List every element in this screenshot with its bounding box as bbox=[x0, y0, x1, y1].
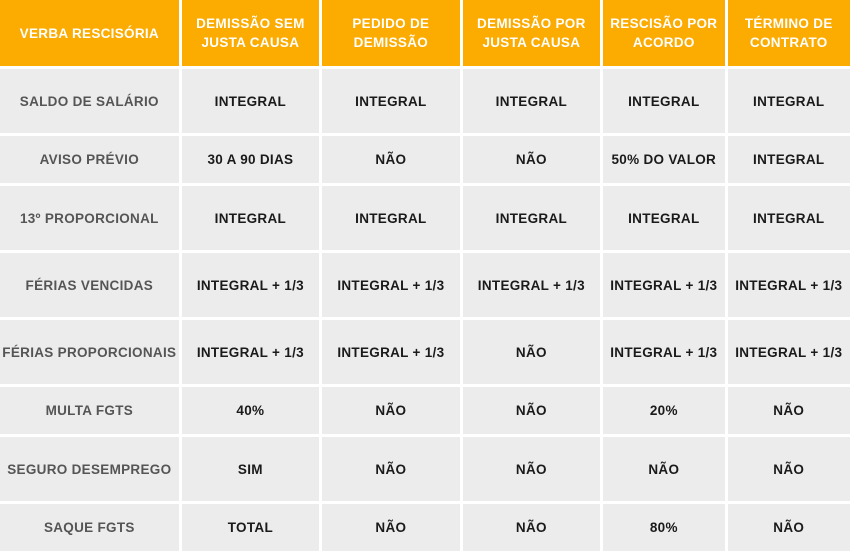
table-cell: NÃO bbox=[727, 504, 850, 551]
row-label: MULTA FGTS bbox=[0, 387, 179, 434]
header-demissao-sem-justa-causa: DEMISSÃO SEM JUSTA CAUSA bbox=[181, 0, 320, 66]
table-cell: INTEGRAL + 1/3 bbox=[727, 253, 850, 317]
table-cell: INTEGRAL + 1/3 bbox=[181, 253, 320, 317]
table-cell: INTEGRAL + 1/3 bbox=[322, 320, 460, 384]
table-cell: NÃO bbox=[462, 504, 601, 551]
table-cell: NÃO bbox=[462, 387, 601, 434]
table-cell: INTEGRAL bbox=[181, 186, 320, 250]
table-cell: NÃO bbox=[322, 504, 460, 551]
header-demissao-por-justa-causa: DEMISSÃO POR JUSTA CAUSA bbox=[462, 0, 601, 66]
table-cell: INTEGRAL + 1/3 bbox=[603, 320, 725, 384]
header-verba-rescisoria: VERBA RESCISÓRIA bbox=[0, 0, 179, 66]
table-cell: NÃO bbox=[462, 320, 601, 384]
table-cell: INTEGRAL + 1/3 bbox=[181, 320, 320, 384]
row-label: FÉRIAS PROPORCIONAIS bbox=[0, 320, 179, 384]
table-cell: INTEGRAL bbox=[603, 186, 725, 250]
table-cell: INTEGRAL + 1/3 bbox=[322, 253, 460, 317]
table-cell: INTEGRAL bbox=[462, 69, 601, 133]
table-cell: 40% bbox=[181, 387, 320, 434]
table-row: SALDO DE SALÁRIO INTEGRAL INTEGRAL INTEG… bbox=[0, 69, 850, 133]
header-termino-de-contrato: TÉRMINO DE CONTRATO bbox=[727, 0, 850, 66]
table-row: AVISO PRÉVIO 30 A 90 DIAS NÃO NÃO 50% DO… bbox=[0, 136, 850, 183]
table-cell: INTEGRAL bbox=[727, 186, 850, 250]
table-cell: INTEGRAL bbox=[462, 186, 601, 250]
table-row: SAQUE FGTS TOTAL NÃO NÃO 80% NÃO bbox=[0, 504, 850, 551]
table-cell: TOTAL bbox=[181, 504, 320, 551]
table-cell: INTEGRAL bbox=[603, 69, 725, 133]
table-cell: INTEGRAL bbox=[322, 186, 460, 250]
table-cell: SIM bbox=[181, 437, 320, 501]
row-label: SAQUE FGTS bbox=[0, 504, 179, 551]
row-label: SALDO DE SALÁRIO bbox=[0, 69, 179, 133]
table-header-row: VERBA RESCISÓRIA DEMISSÃO SEM JUSTA CAUS… bbox=[0, 0, 850, 66]
header-rescisao-por-acordo: RESCISÃO POR ACORDO bbox=[603, 0, 725, 66]
table-cell: INTEGRAL bbox=[322, 69, 460, 133]
row-label: FÉRIAS VENCIDAS bbox=[0, 253, 179, 317]
table-row: 13º PROPORCIONAL INTEGRAL INTEGRAL INTEG… bbox=[0, 186, 850, 250]
table-cell: INTEGRAL bbox=[727, 136, 850, 183]
table-row: FÉRIAS PROPORCIONAIS INTEGRAL + 1/3 INTE… bbox=[0, 320, 850, 384]
table-cell: INTEGRAL + 1/3 bbox=[727, 320, 850, 384]
table-cell: 20% bbox=[603, 387, 725, 434]
table-cell: 50% DO VALOR bbox=[603, 136, 725, 183]
table-cell: NÃO bbox=[322, 136, 460, 183]
table-cell: NÃO bbox=[462, 437, 601, 501]
table-cell: INTEGRAL + 1/3 bbox=[603, 253, 725, 317]
table-cell: 80% bbox=[603, 504, 725, 551]
table-cell: NÃO bbox=[727, 387, 850, 434]
table-cell: NÃO bbox=[462, 136, 601, 183]
table-cell: INTEGRAL + 1/3 bbox=[462, 253, 601, 317]
table-cell: NÃO bbox=[603, 437, 725, 501]
table-cell: INTEGRAL bbox=[181, 69, 320, 133]
table-cell: NÃO bbox=[727, 437, 850, 501]
table-row: SEGURO DESEMPREGO SIM NÃO NÃO NÃO NÃO bbox=[0, 437, 850, 501]
row-label: 13º PROPORCIONAL bbox=[0, 186, 179, 250]
table-cell: INTEGRAL bbox=[727, 69, 850, 133]
row-label: SEGURO DESEMPREGO bbox=[0, 437, 179, 501]
table-cell: NÃO bbox=[322, 387, 460, 434]
row-label: AVISO PRÉVIO bbox=[0, 136, 179, 183]
table-row: FÉRIAS VENCIDAS INTEGRAL + 1/3 INTEGRAL … bbox=[0, 253, 850, 317]
header-pedido-de-demissao: PEDIDO DE DEMISSÃO bbox=[322, 0, 460, 66]
table-cell: NÃO bbox=[322, 437, 460, 501]
table-cell: 30 A 90 DIAS bbox=[181, 136, 320, 183]
table-row: MULTA FGTS 40% NÃO NÃO 20% NÃO bbox=[0, 387, 850, 434]
